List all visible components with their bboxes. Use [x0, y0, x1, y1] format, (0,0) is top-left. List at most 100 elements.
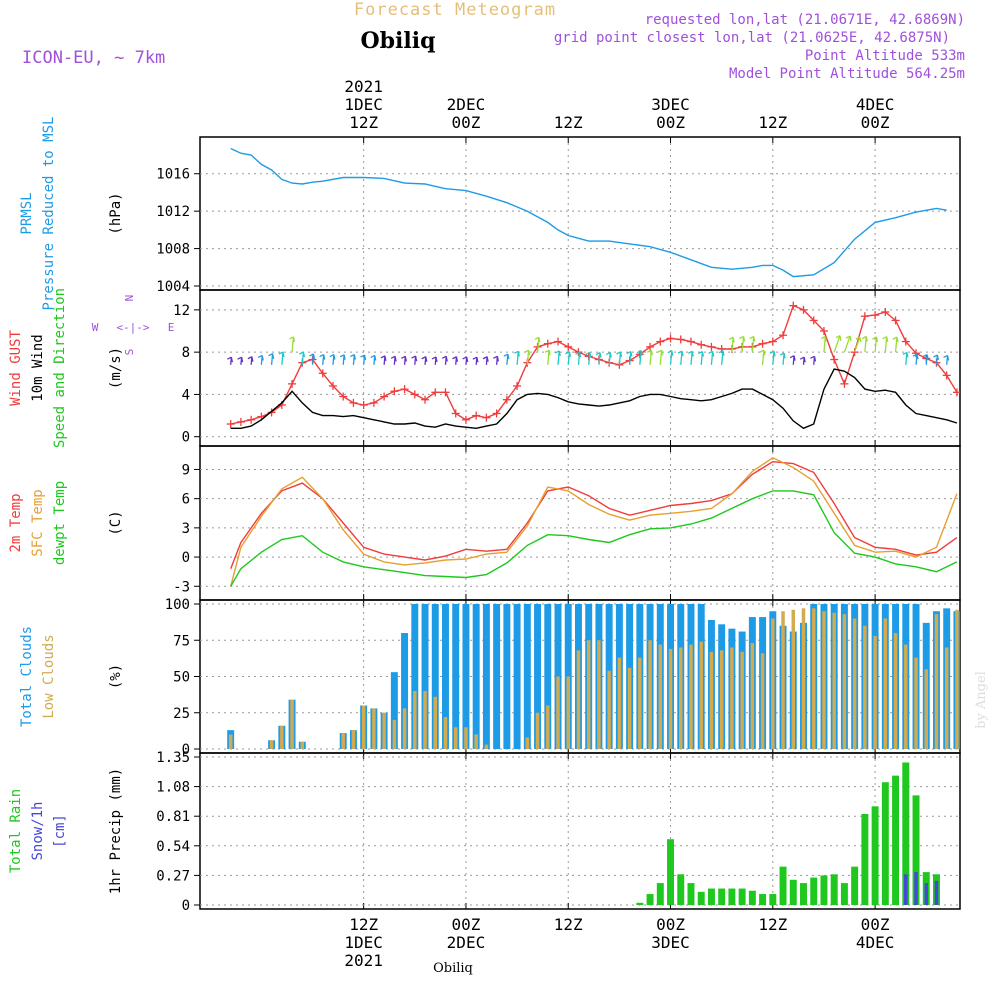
wind-arrow: [659, 350, 663, 365]
wind-arrow-head: [452, 356, 457, 360]
bar: [718, 888, 726, 905]
wind-arrow-head: [411, 355, 416, 359]
plot-area: [226, 301, 960, 430]
wind-arrow-head: [882, 336, 887, 340]
panel-label: Low Clouds: [41, 634, 57, 718]
y-tick-label: 0: [182, 550, 190, 566]
y-tick-label: 1004: [156, 279, 190, 295]
bar: [656, 883, 664, 905]
wind-arrow: [291, 336, 295, 353]
bar: [789, 879, 797, 905]
bar: [769, 894, 777, 905]
top-time-label: 00Z: [861, 113, 890, 132]
bar: [431, 604, 439, 749]
y-tick-label: 6: [182, 492, 190, 508]
wind-arrow-head: [845, 335, 851, 339]
bar: [740, 651, 744, 749]
bar: [791, 609, 796, 749]
wind-arrow-head: [779, 352, 785, 356]
panel-label: Snow/1h: [30, 801, 46, 860]
wind-arrow-head: [753, 336, 756, 342]
wind-arrow: [884, 336, 888, 353]
wind-arrow: [649, 350, 652, 365]
wind-arrow-head: [933, 354, 938, 358]
bar: [607, 670, 611, 749]
wind-arrow-head: [872, 336, 877, 340]
wind-arrow-head: [425, 356, 428, 362]
bottom-time-label: 00Z: [451, 915, 480, 934]
bar: [832, 612, 836, 749]
bar: [586, 640, 591, 749]
bar: [924, 883, 928, 905]
bar: [617, 657, 622, 749]
wind-arrow-head: [875, 336, 879, 343]
y-tick-label: 0: [182, 742, 190, 758]
wind-arrow-head: [380, 355, 386, 359]
bar: [372, 708, 376, 749]
bar: [830, 874, 838, 905]
bar: [748, 890, 756, 905]
wind-arrow: [751, 336, 755, 353]
wind-arrow-head: [902, 351, 908, 356]
wind-arrow-head: [813, 356, 817, 362]
y-tick-label: 1016: [156, 167, 190, 183]
wind-arrow-head: [769, 350, 775, 354]
panel-label: Total Clouds: [19, 626, 35, 727]
wind-arrow-head: [507, 354, 510, 360]
bottom-time-label: 00Z: [656, 915, 685, 934]
wind-arrow: [874, 336, 878, 353]
bar: [914, 657, 918, 749]
wind-arrow-head: [728, 336, 734, 340]
bar: [636, 902, 644, 905]
y-tick-label: 1.08: [156, 780, 190, 796]
bar: [728, 888, 736, 905]
wind-arrow-head: [912, 353, 918, 357]
wind-arrow: [557, 350, 560, 365]
wind-arrow-head: [251, 356, 254, 362]
wind-arrow-head: [323, 354, 326, 360]
y-axis-title: (%): [108, 664, 124, 689]
bottom-time-label: 12Z: [554, 915, 583, 934]
bar: [597, 640, 601, 749]
panel-label: Wind GUST: [8, 330, 24, 406]
y-tick-label: 50: [173, 670, 190, 686]
bar: [840, 883, 848, 905]
wind-arrow-head: [926, 354, 929, 360]
wind-arrow-head: [445, 356, 448, 362]
bar: [750, 643, 755, 749]
bar: [902, 762, 910, 905]
wind-arrow-head: [568, 351, 572, 357]
bar: [411, 604, 419, 749]
plot-area: [230, 147, 947, 278]
bar: [472, 604, 480, 749]
compass-west: W: [92, 321, 99, 334]
wind-arrow-head: [681, 350, 684, 357]
wind-arrow-head: [783, 352, 786, 359]
wind-arrow-head: [793, 355, 796, 361]
bottom-time-label: 2DEC: [447, 933, 486, 952]
panel-label: SFC Temp: [30, 489, 46, 556]
bar: [934, 614, 939, 749]
bar: [820, 875, 828, 905]
bottom-time-label: 3DEC: [651, 933, 690, 952]
wind-arrow-head: [773, 351, 776, 357]
y-tick-label: 0: [182, 430, 190, 446]
panel-label: 2m Temp: [8, 493, 24, 552]
wind-arrow-head: [599, 352, 602, 358]
wind-arrow: [741, 336, 745, 353]
bar: [852, 618, 857, 749]
wind-arrow: [536, 337, 540, 353]
bar: [851, 866, 859, 905]
model-name: ICON-EU, ~ 7km: [22, 48, 165, 68]
wind-arrow-head: [892, 336, 898, 340]
bar: [871, 806, 879, 905]
wind-arrow-head: [605, 351, 611, 356]
wind-arrow-head: [946, 355, 950, 361]
wind-arrow-head: [578, 352, 582, 358]
model-altitude: Model Point Altitude 564.25m: [729, 66, 965, 82]
bar: [863, 625, 867, 749]
wind-arrow-head: [534, 336, 540, 340]
top-time-label: 12Z: [758, 113, 787, 132]
bar: [934, 880, 939, 905]
